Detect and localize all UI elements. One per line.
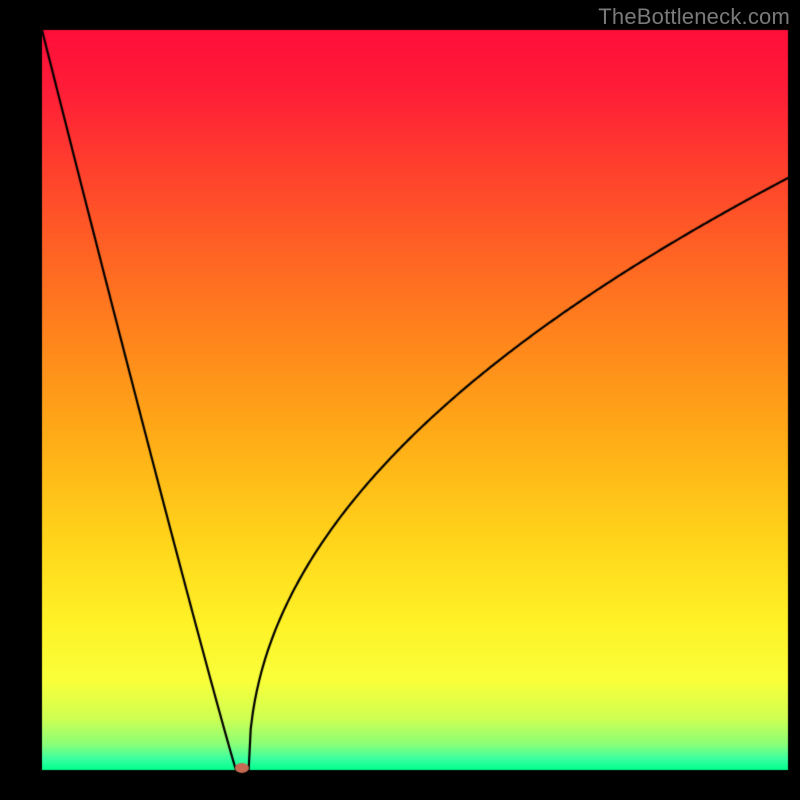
chart-container: TheBottleneck.com bbox=[0, 0, 800, 800]
watermark-text: TheBottleneck.com bbox=[598, 4, 790, 30]
bottleneck-curve-chart bbox=[0, 0, 800, 800]
